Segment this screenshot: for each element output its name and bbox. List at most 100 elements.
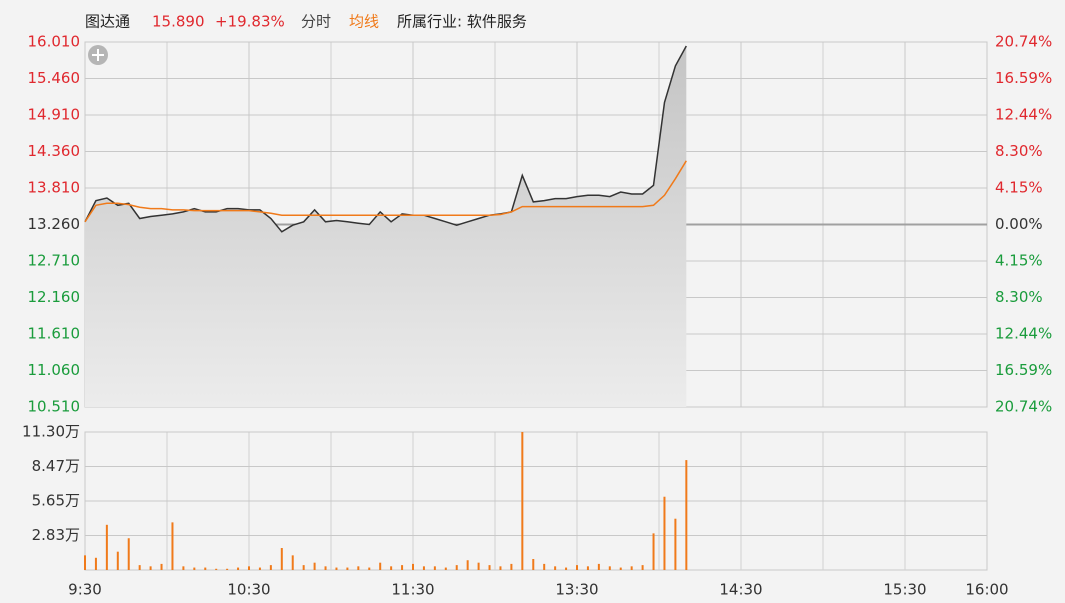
volume-bar: [401, 565, 404, 570]
y-tick-label: 14.910: [28, 106, 81, 124]
volume-bar: [357, 566, 360, 570]
labels: 9:30 10:30 11:30 13:30 14:30 15:30 16:00 16.010…: [22, 33, 1052, 599]
y-tick-label: 11.610: [28, 325, 81, 343]
x-tick-label: 14:30: [719, 581, 762, 599]
x-tick-label: 10:30: [227, 581, 270, 599]
avg-line: [84, 160, 687, 223]
volume-bar: [554, 566, 557, 570]
stock-name: 图达通: [85, 13, 130, 31]
volume-bar: [149, 566, 152, 570]
volume-bar: [182, 566, 185, 570]
volume-bar: [269, 565, 272, 570]
volume-bar: [237, 567, 240, 570]
y-tick-label: 11.060: [28, 361, 81, 379]
industry: 所属行业: 软件服务: [397, 13, 527, 31]
volume-bar: [390, 566, 393, 570]
y-tick-label: 12.160: [28, 288, 81, 306]
volume-bar: [258, 567, 261, 570]
volume-bar: [105, 524, 108, 570]
y-tick-label: 16.010: [28, 33, 81, 51]
y2-tick-label: 8.30%: [995, 142, 1043, 160]
volume-bar: [499, 566, 502, 570]
volume-bar: [127, 538, 130, 570]
x-tick-label: 15:30: [883, 581, 926, 599]
volume-bar: [193, 567, 196, 570]
y2-tick-label: 12.44%: [995, 324, 1052, 342]
volume-bar: [685, 460, 688, 570]
mode-label[interactable]: 分时: [301, 13, 331, 31]
volume-bar: [510, 563, 513, 570]
volume-bar: [521, 432, 524, 570]
stock-change: +19.83%: [215, 13, 285, 31]
volume-bar: [608, 566, 611, 570]
x-tick-label: 16:00: [965, 581, 1008, 599]
volume-bar: [422, 566, 425, 570]
volume-bar: [586, 566, 589, 570]
y-tick-label: 15.460: [28, 69, 81, 87]
volume-bar: [138, 565, 141, 570]
y-tick-label: 12.710: [28, 252, 81, 270]
y2-tick-label: 12.44%: [995, 106, 1052, 124]
y-tick-label: 11.30万: [22, 423, 80, 441]
volume-bar: [597, 563, 600, 570]
y-tick-label: 2.83万: [32, 526, 80, 544]
volume-bar: [455, 565, 458, 570]
volume-bar: [663, 496, 666, 570]
volume-bar: [171, 522, 174, 570]
volume-bar: [346, 567, 349, 570]
price-area: [85, 46, 687, 407]
volume-bar: [313, 562, 316, 570]
y2-tick-label: 8.30%: [995, 288, 1043, 306]
price-line: [84, 45, 687, 233]
x-tick-label: 9:30: [68, 581, 102, 599]
volume-bar: [116, 551, 119, 570]
volume-bar: [291, 555, 294, 570]
volume-bar: [532, 559, 535, 570]
add-icon-plus: [92, 49, 104, 61]
stock-price: 15.890: [152, 13, 205, 31]
y2-tick-label: 4.15%: [995, 252, 1043, 270]
volume-bar: [248, 566, 250, 570]
volume-bar: [335, 567, 338, 570]
volume-bar: [433, 566, 436, 570]
volume-bar: [368, 567, 371, 570]
volume-bar: [84, 555, 86, 570]
y-tick-label: 8.47万: [32, 457, 80, 475]
volume-bar: [652, 533, 655, 570]
y2-tick-label: 20.74%: [995, 398, 1052, 416]
volume-bar: [576, 565, 578, 570]
volume-bar: [444, 567, 447, 570]
y2-tick-label: 16.59%: [995, 69, 1052, 87]
y-tick-label: 14.360: [28, 142, 81, 160]
volume-bar: [641, 565, 644, 570]
y-tick-label: 13.810: [28, 179, 81, 197]
volume-bar: [204, 567, 207, 570]
volume-bar: [379, 562, 382, 570]
y2-tick-label: 0.00%: [995, 215, 1043, 233]
volume-bar: [477, 562, 480, 570]
volume-bar: [215, 568, 218, 570]
volume-bar: [94, 557, 97, 570]
volume-bar: [302, 565, 305, 570]
volume-bar: [565, 567, 568, 570]
volume-bar: [226, 568, 229, 570]
volume-bar: [630, 566, 633, 570]
volume-bar: [280, 548, 283, 570]
volume-bar: [488, 565, 491, 570]
y2-tick-label: 20.74%: [995, 33, 1052, 51]
y-tick-label: 5.65万: [32, 492, 80, 510]
x-tick-label: 11:30: [391, 581, 434, 599]
volume-bar: [466, 560, 469, 570]
y-tick-label: 10.510: [28, 398, 81, 416]
volume-bar: [619, 567, 622, 570]
volume-bar: [324, 566, 327, 570]
volume-bar: [412, 563, 414, 570]
y2-tick-label: 16.59%: [995, 361, 1052, 379]
marks: [84, 45, 688, 570]
volume-bar: [160, 563, 163, 570]
x-tick-label: 13:30: [555, 581, 598, 599]
volume-bar: [674, 518, 677, 570]
avg-legend: 均线: [349, 13, 379, 31]
